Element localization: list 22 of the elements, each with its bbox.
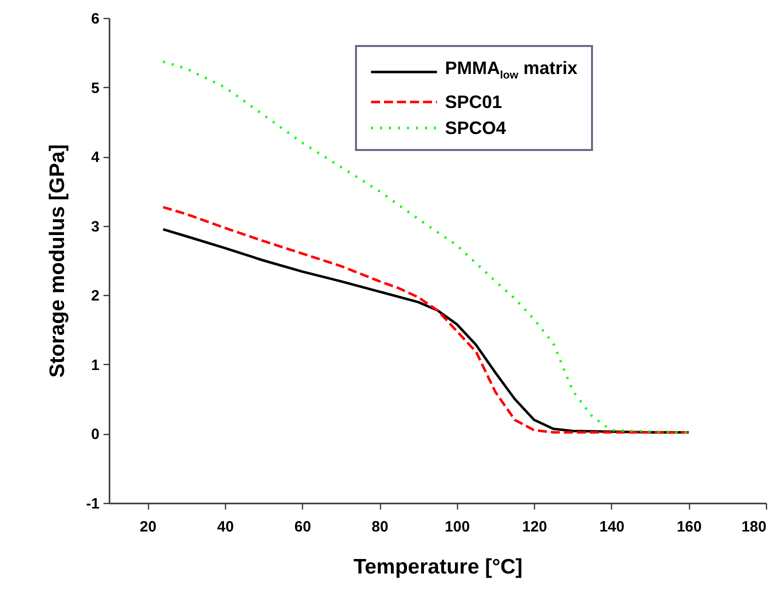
legend-label: SPC01 xyxy=(445,90,502,114)
x-tick-label: 20 xyxy=(140,518,156,536)
x-axis-title: Temperature [°C] xyxy=(353,556,523,578)
y-tick-label: 5 xyxy=(91,80,100,97)
y-tick-label: 0 xyxy=(91,426,100,444)
y-tick-label: 3 xyxy=(91,218,100,236)
y-axis-title: Storage modulus [GPa] xyxy=(46,144,70,378)
y-tick-label: 4 xyxy=(91,149,100,166)
y-tick-label: 2 xyxy=(91,288,100,305)
legend-label: PMMA$_{low}$ matrix xyxy=(445,57,578,84)
x-tick-label: 160 xyxy=(676,518,702,536)
legend-label: SPCO4 xyxy=(445,116,506,140)
x-tick-label: 140 xyxy=(599,518,624,536)
y-tick-label: -1 xyxy=(86,496,100,512)
x-tick-label: 100 xyxy=(444,518,470,536)
x-tick-label: 40 xyxy=(217,518,234,536)
x-tick-label: 80 xyxy=(372,518,388,536)
y-tick-label: 6 xyxy=(91,10,100,28)
x-tick-label: 120 xyxy=(522,518,548,536)
y-tick-label: 1 xyxy=(91,356,100,374)
x-tick-label: 180 xyxy=(741,518,766,536)
x-tick-label: 60 xyxy=(294,518,312,536)
